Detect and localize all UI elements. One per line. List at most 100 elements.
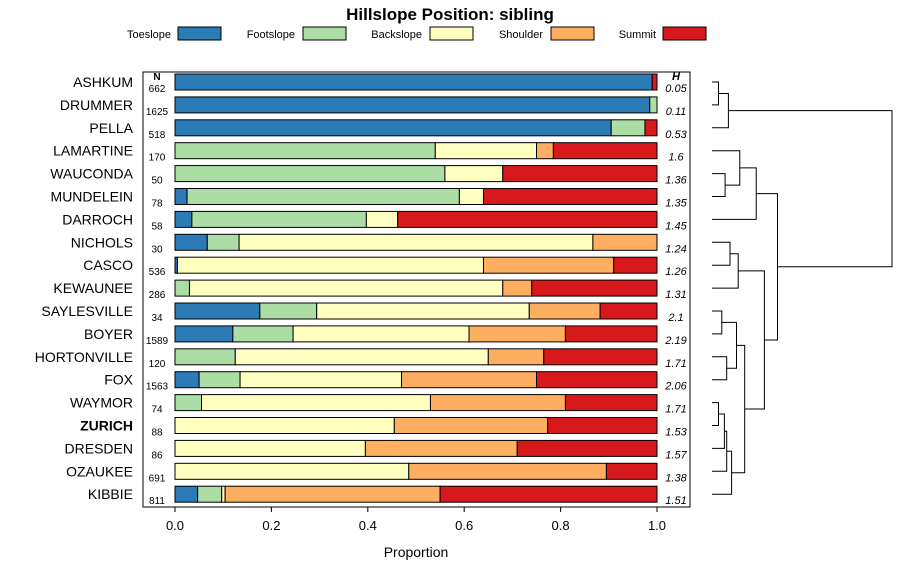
dendrogram-link-16 xyxy=(756,193,778,341)
bar-kewaunee-backslope xyxy=(188,279,504,297)
row-label-nichols: NICHOLS xyxy=(71,234,133,250)
bar-saylesville-toeslope xyxy=(174,302,261,320)
dendrogram-link-4 xyxy=(712,167,757,220)
bar-rows: ASHKUM 662 0.05 DRUMMER 1625 0.11 PELLA 518 0.53… xyxy=(35,73,688,507)
row-label-wauconda: WAUCONDA xyxy=(50,166,133,182)
row-h-mundelein: 1.35 xyxy=(665,198,687,210)
bar-darroch-toeslope xyxy=(174,210,193,228)
row-n-casco: 536 xyxy=(149,267,166,278)
row-label-lamartine: LAMARTINE xyxy=(53,143,133,159)
dendrogram-link-13 xyxy=(712,450,733,495)
bar-waymor-footslope xyxy=(174,394,203,412)
bar-pella-summit xyxy=(644,119,658,137)
bar-boyer-summit xyxy=(564,325,658,343)
row-n-ashkum: 662 xyxy=(149,84,166,95)
bar-ashkum-summit xyxy=(651,73,658,91)
row-h-wauconda: 1.36 xyxy=(665,175,687,187)
bar-kibbie-backslope xyxy=(221,485,226,503)
dendrogram-link-5 xyxy=(712,241,731,266)
bar-kewaunee-footslope xyxy=(174,279,190,297)
bar-mundelein-summit xyxy=(482,188,658,205)
row-label-saylesville: SAYLESVILLE xyxy=(41,303,133,319)
row-label-hortonville: HORTONVILLE xyxy=(35,349,133,365)
row-h-kewaunee: 1.31 xyxy=(665,289,686,301)
bar-lamartine-shoulder xyxy=(536,142,554,160)
bar-wauconda-backslope xyxy=(444,165,504,183)
row-n-waymor: 74 xyxy=(151,405,163,416)
row-n-zurich: 88 xyxy=(151,428,163,439)
legend-swatch-footslope xyxy=(302,26,347,41)
bar-hortonville-shoulder xyxy=(487,348,545,366)
row-label-dresden: DRESDEN xyxy=(65,440,133,456)
row-n-dresden: 86 xyxy=(151,450,163,461)
bar-wauconda-footslope xyxy=(174,165,446,183)
legend-swatch-backslope xyxy=(429,26,474,41)
bar-fox-summit xyxy=(536,371,658,389)
row-n-hortonville: 120 xyxy=(149,359,166,370)
bar-saylesville-summit xyxy=(599,302,658,320)
row-h-kibbie: 1.51 xyxy=(665,495,686,507)
row-n-ozaukee: 691 xyxy=(149,473,166,484)
row-label-kibbie: KIBBIE xyxy=(88,486,133,502)
bar-pella-footslope xyxy=(610,119,646,137)
bar-nichols-footslope xyxy=(206,233,240,251)
dendrogram xyxy=(712,81,893,495)
bar-fox-backslope xyxy=(239,371,403,389)
bar-darroch-summit xyxy=(397,210,658,228)
bar-fox-shoulder xyxy=(401,371,538,389)
legend-swatch-shoulder xyxy=(550,26,595,41)
bar-mundelein-toeslope xyxy=(174,188,188,205)
bar-drummer-toeslope xyxy=(174,96,651,114)
bar-zurich-summit xyxy=(547,417,658,434)
bar-kewaunee-shoulder xyxy=(502,279,533,297)
bar-saylesville-shoulder xyxy=(528,302,601,320)
dendrogram-link-3 xyxy=(712,150,741,186)
row-h-pella: 0.53 xyxy=(665,129,687,141)
row-h-lamartine: 1.6 xyxy=(668,152,684,164)
row-h-ozaukee: 1.38 xyxy=(665,472,687,484)
dendrogram-link-6 xyxy=(712,253,739,289)
legend-swatch-toeslope xyxy=(177,26,222,41)
bar-casco-summit xyxy=(613,256,658,274)
legend-label-backslope: Backslope xyxy=(371,29,422,41)
bar-boyer-backslope xyxy=(292,325,470,343)
dendrogram-link-2 xyxy=(712,173,726,197)
row-n-darroch: 58 xyxy=(151,221,163,232)
h-column-header: H xyxy=(672,71,681,83)
bar-kewaunee-summit xyxy=(531,279,658,297)
row-n-kewaunee: 286 xyxy=(149,290,166,301)
row-h-boyer: 2.19 xyxy=(664,335,686,347)
row-label-darroch: DARROCH xyxy=(62,211,133,227)
bar-darroch-backslope xyxy=(365,210,399,228)
row-label-kewaunee: KEWAUNEE xyxy=(53,280,133,296)
bar-kibbie-footslope xyxy=(197,485,223,503)
bar-mundelein-backslope xyxy=(458,188,484,205)
bar-kibbie-summit xyxy=(439,485,658,503)
bar-hortonville-footslope xyxy=(174,348,236,366)
bar-ashkum-toeslope xyxy=(174,73,653,91)
bar-pella-toeslope xyxy=(174,119,612,137)
x-tick-label-0: 0.0 xyxy=(166,518,184,533)
n-column-header: N xyxy=(153,72,160,83)
bar-nichols-toeslope xyxy=(174,233,208,251)
bar-drummer-footslope xyxy=(649,96,658,114)
x-tick-label-3: 0.6 xyxy=(455,518,473,533)
bar-nichols-backslope xyxy=(238,233,594,251)
legend-label-footslope: Footslope xyxy=(247,29,295,41)
row-label-casco: CASCO xyxy=(83,257,133,273)
bar-boyer-toeslope xyxy=(174,325,234,343)
row-h-nichols: 1.24 xyxy=(665,243,686,255)
bar-zurich-shoulder xyxy=(393,417,549,434)
bar-casco-shoulder xyxy=(482,256,615,274)
x-tick-label-1: 0.2 xyxy=(262,518,280,533)
plot-area: N H ASHKUM 662 0.05 DRUMMER 1625 0.11 PELLA 518… xyxy=(35,71,691,560)
plot-frame xyxy=(142,71,691,508)
row-h-hortonville: 1.71 xyxy=(665,358,686,370)
row-n-lamartine: 170 xyxy=(149,153,166,164)
dendrogram-link-0 xyxy=(712,81,719,106)
row-h-saylesville: 2.1 xyxy=(667,312,683,324)
row-label-ashkum: ASHKUM xyxy=(73,74,133,90)
bar-fox-toeslope xyxy=(174,371,200,389)
